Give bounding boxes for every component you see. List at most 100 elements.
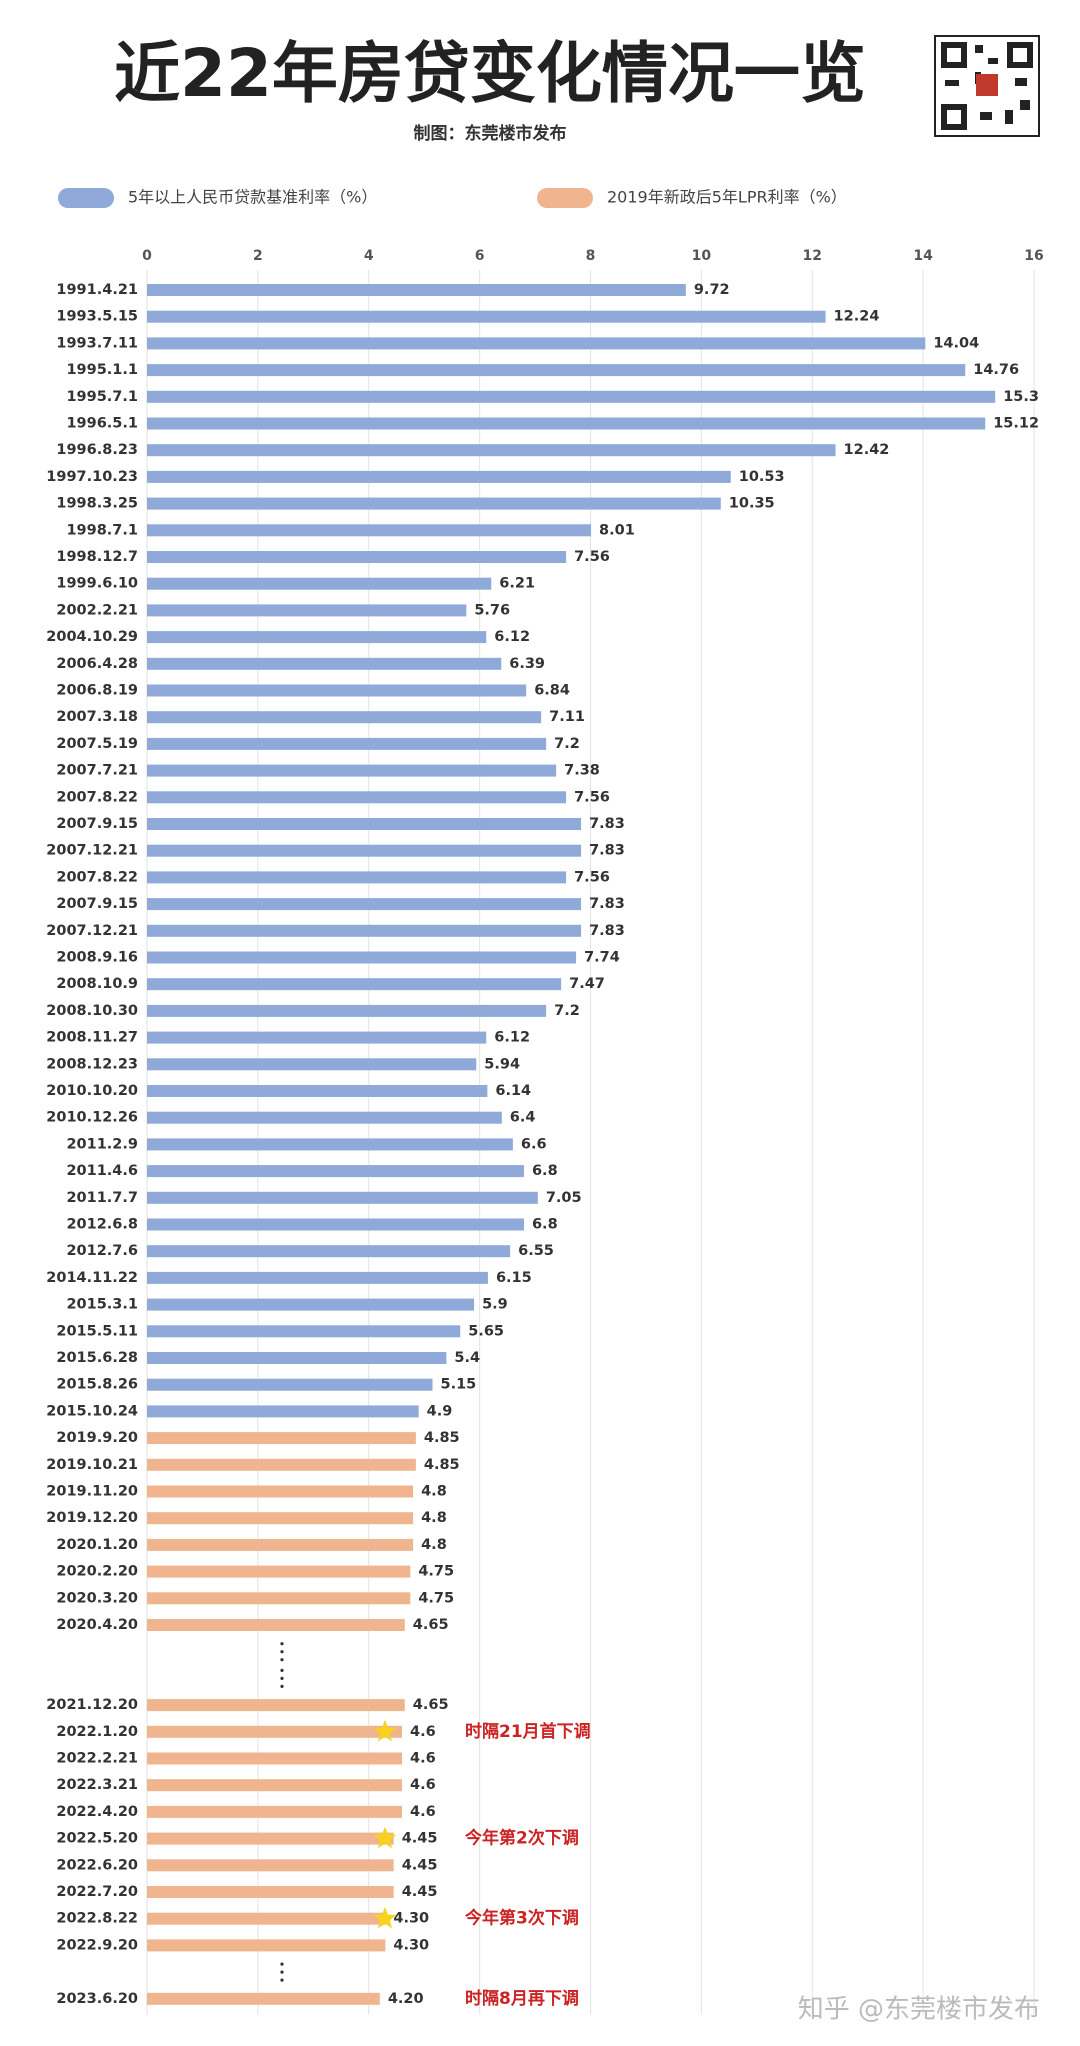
value-label: 5.9 bbox=[482, 1297, 508, 1313]
y-tick-label: 2019.12.20 bbox=[46, 1510, 138, 1526]
bar bbox=[147, 1004, 547, 1017]
value-label: 5.94 bbox=[484, 1056, 520, 1072]
y-tick-label: 2010.12.26 bbox=[46, 1110, 138, 1126]
legend-label: 2019年新政后5年LPR利率（%） bbox=[607, 188, 847, 207]
value-label: 6.15 bbox=[496, 1270, 532, 1286]
bar bbox=[147, 1859, 394, 1872]
value-label: 4.45 bbox=[402, 1857, 438, 1873]
value-label: 7.2 bbox=[554, 736, 580, 752]
value-label: 6.8 bbox=[532, 1217, 558, 1233]
y-tick-label: 2015.5.11 bbox=[56, 1323, 138, 1339]
bar bbox=[147, 818, 582, 830]
value-label: 6.14 bbox=[495, 1083, 531, 1099]
y-tick-label: 1998.12.7 bbox=[56, 549, 138, 565]
legend-swatch bbox=[58, 188, 114, 208]
y-tick-label: 2022.6.20 bbox=[56, 1857, 138, 1873]
bar bbox=[147, 951, 577, 964]
bar bbox=[147, 390, 996, 403]
bar bbox=[147, 1992, 380, 2005]
bar bbox=[147, 470, 731, 483]
y-tick-label: 2021.12.20 bbox=[46, 1697, 138, 1713]
y-tick-label: 1996.5.1 bbox=[66, 416, 138, 432]
star bbox=[373, 1719, 397, 1742]
y-tick-label: 2020.2.20 bbox=[56, 1564, 138, 1580]
gap-dot bbox=[280, 1970, 284, 1974]
value-label: 14.76 bbox=[973, 362, 1019, 378]
gap-dot bbox=[280, 1978, 284, 1982]
bar bbox=[147, 1352, 447, 1364]
annotation: 时隔21月首下调 bbox=[465, 1721, 591, 1742]
bar bbox=[147, 737, 547, 750]
y-tick-label: 2007.9.15 bbox=[56, 816, 138, 832]
y-tick-label: 2007.12.21 bbox=[46, 843, 138, 859]
y-tick-label: 2019.9.20 bbox=[56, 1430, 138, 1446]
bar bbox=[147, 364, 966, 377]
annotation: 时隔8月再下调 bbox=[465, 1989, 579, 2009]
subtitle: 制图：东莞楼市发布 bbox=[414, 123, 567, 144]
value-label: 7.56 bbox=[574, 789, 610, 805]
y-tick-label: 2022.2.21 bbox=[56, 1751, 138, 1767]
value-label: 4.8 bbox=[421, 1510, 447, 1526]
value-label: 4.9 bbox=[427, 1403, 453, 1419]
value-label: 12.42 bbox=[844, 442, 890, 458]
bar bbox=[147, 497, 721, 510]
value-label: 4.8 bbox=[421, 1484, 447, 1500]
bar bbox=[147, 924, 582, 937]
value-label: 7.05 bbox=[546, 1190, 582, 1206]
bar bbox=[147, 524, 592, 537]
value-label: 7.74 bbox=[584, 950, 620, 966]
y-tick-label: 2008.12.23 bbox=[46, 1056, 138, 1072]
y-tick-label: 1995.1.1 bbox=[66, 362, 138, 378]
y-tick-label: 2022.5.20 bbox=[56, 1831, 138, 1847]
value-label: 7.38 bbox=[564, 763, 600, 779]
y-tick-label: 2012.7.6 bbox=[66, 1243, 138, 1259]
value-label: 7.83 bbox=[589, 816, 625, 832]
value-label: 4.75 bbox=[418, 1590, 454, 1606]
value-label: 5.76 bbox=[474, 602, 510, 618]
bar bbox=[147, 844, 582, 857]
bar bbox=[147, 978, 562, 991]
x-tick-label: 0 bbox=[142, 248, 152, 264]
bar bbox=[147, 417, 986, 430]
bar bbox=[147, 1325, 461, 1338]
gap-dot bbox=[280, 1658, 284, 1662]
value-label: 6.12 bbox=[494, 1030, 530, 1046]
y-tick-label: 2007.5.19 bbox=[56, 736, 138, 752]
gap-dot bbox=[280, 1642, 284, 1646]
bar bbox=[147, 1512, 414, 1525]
y-tick-label: 2007.8.22 bbox=[56, 789, 138, 805]
bar bbox=[147, 657, 502, 670]
bar bbox=[147, 1912, 386, 1925]
y-tick-label: 2022.1.20 bbox=[56, 1724, 138, 1740]
bar bbox=[147, 577, 492, 590]
annotation: 今年第2次下调 bbox=[465, 1828, 579, 1849]
value-label: 9.72 bbox=[694, 282, 730, 298]
value-label: 4.6 bbox=[410, 1777, 436, 1793]
value-label: 7.47 bbox=[569, 976, 605, 992]
value-label: 4.6 bbox=[410, 1724, 436, 1740]
bar bbox=[147, 284, 686, 296]
bar bbox=[147, 1165, 524, 1178]
value-label: 4.65 bbox=[413, 1617, 449, 1633]
y-tick-label: 2023.6.20 bbox=[56, 1991, 138, 2007]
x-tick-label: 4 bbox=[364, 248, 374, 264]
value-label: 4.75 bbox=[418, 1564, 454, 1580]
bar bbox=[147, 1298, 475, 1311]
x-tick-label: 10 bbox=[692, 248, 712, 264]
bar bbox=[147, 1458, 416, 1471]
bar bbox=[147, 1111, 502, 1124]
y-tick-label: 2008.10.9 bbox=[56, 976, 138, 992]
y-tick-label: 2020.1.20 bbox=[56, 1537, 138, 1553]
value-label: 6.8 bbox=[532, 1163, 558, 1179]
bar bbox=[147, 1538, 414, 1551]
bar bbox=[147, 1805, 403, 1818]
star bbox=[373, 1906, 397, 1929]
bar bbox=[147, 444, 836, 457]
bar bbox=[147, 1138, 513, 1151]
y-tick-label: 2014.11.22 bbox=[46, 1270, 138, 1286]
y-tick-label: 2015.6.28 bbox=[56, 1350, 138, 1366]
bar bbox=[147, 1245, 511, 1258]
value-label: 6.6 bbox=[521, 1136, 547, 1152]
value-label: 8.01 bbox=[599, 522, 635, 538]
bar bbox=[147, 1031, 487, 1044]
